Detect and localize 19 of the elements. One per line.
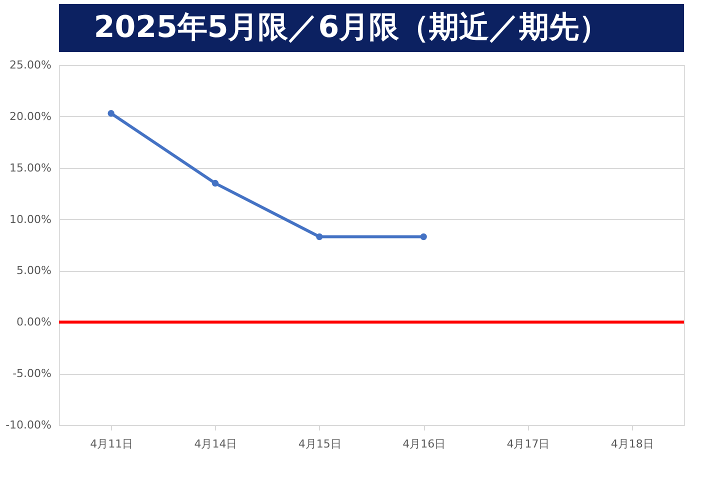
- x-tick-label: 4月17日: [506, 438, 550, 450]
- y-tick-label: -5.00%: [12, 367, 52, 380]
- point: [108, 110, 114, 117]
- x-tick-label: 4月16日: [402, 438, 446, 450]
- y-tick-label: 15.00%: [10, 161, 52, 174]
- point: [420, 233, 427, 240]
- chart-title: 2025年5月限／6月限（期近／期先）: [94, 10, 610, 45]
- y-tick-label: 25.00%: [10, 58, 52, 72]
- x-tick-label: 4月18日: [610, 438, 654, 450]
- y-tick-label: 5.00%: [16, 264, 52, 278]
- y-tick-label: -10.00%: [6, 418, 52, 432]
- y-tick-label: 0.00%: [16, 316, 52, 329]
- point: [212, 180, 219, 187]
- y-tick-label: 20.00%: [10, 110, 52, 123]
- point: [316, 233, 323, 240]
- x-tick-label: 4月14日: [194, 438, 238, 450]
- x-tick-label: 4月15日: [298, 438, 342, 450]
- x-tick-label: 4月11日: [90, 438, 134, 450]
- y-tick-label: 10.00%: [10, 212, 52, 226]
